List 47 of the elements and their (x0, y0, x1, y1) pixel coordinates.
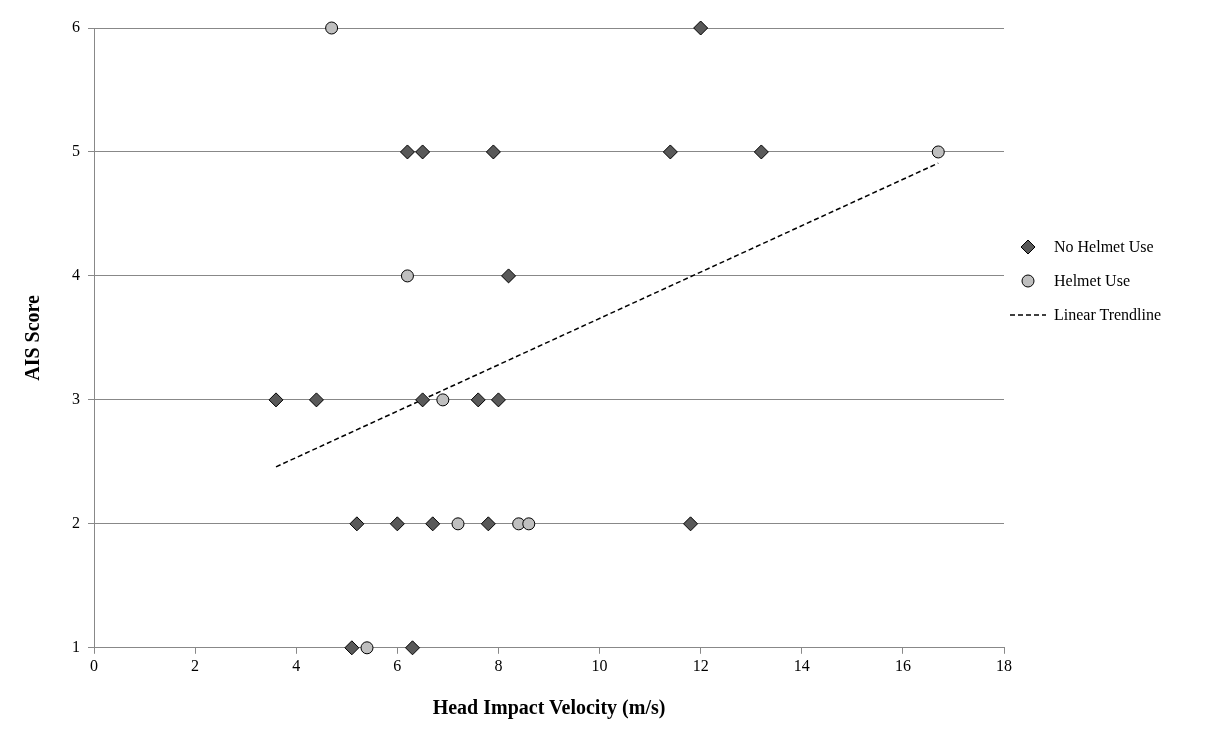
point (451, 517, 465, 531)
x-tick-label: 14 (793, 656, 810, 674)
point (344, 640, 360, 656)
point (415, 392, 431, 408)
x-tick-label: 18 (996, 656, 1012, 674)
point (490, 392, 506, 408)
point (693, 20, 709, 36)
x-tick-label: 8 (494, 656, 503, 674)
y-tick-label: 1 (72, 638, 80, 655)
point (425, 516, 441, 532)
x-tick-label: 2 (191, 656, 200, 674)
x-tick-label: 12 (692, 656, 709, 674)
point (389, 516, 405, 532)
y-tick-label: 3 (72, 390, 80, 408)
point (399, 144, 415, 160)
y-tick-label: 2 (72, 514, 80, 532)
point (405, 640, 420, 656)
point (931, 145, 945, 159)
point (400, 269, 414, 283)
point (683, 516, 699, 532)
point (501, 268, 517, 284)
x-tick-label: 16 (894, 656, 911, 674)
point (662, 144, 678, 160)
point (360, 641, 374, 655)
legend-label: Linear Trendline (1054, 306, 1162, 324)
legend-label: No Helmet Use (1054, 238, 1154, 256)
point (480, 516, 496, 532)
y-tick-label: 4 (72, 266, 80, 284)
point (308, 392, 324, 408)
y-tick-label: 5 (72, 142, 80, 160)
point (325, 21, 339, 35)
y-axis-title: AIS Score (21, 294, 44, 381)
y-tick-label: 6 (72, 18, 80, 36)
x-axis-title: Head Impact Velocity (m/s) (432, 696, 666, 720)
point (415, 144, 431, 160)
point (485, 144, 501, 160)
x-tick-label: 4 (292, 656, 301, 674)
point (349, 516, 365, 532)
point (436, 393, 450, 407)
x-tick-label: 10 (591, 656, 608, 674)
point (522, 517, 536, 531)
x-tick-label: 6 (393, 656, 402, 674)
point (753, 144, 769, 160)
legend-label: Helmet Use (1054, 272, 1130, 290)
point (470, 392, 486, 408)
x-tick-label: 0 (90, 656, 98, 674)
point (268, 392, 284, 408)
